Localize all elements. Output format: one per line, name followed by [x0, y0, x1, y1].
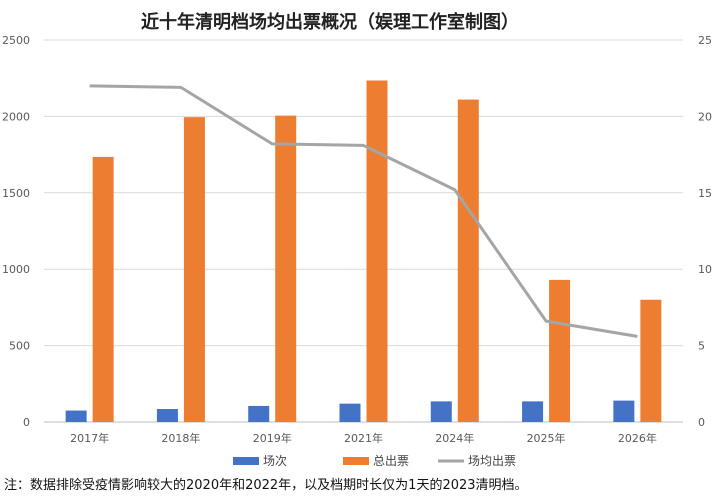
bar-total-tickets	[549, 279, 571, 422]
y-left-tick-label: 500	[9, 340, 30, 353]
y-right-tick-label: 15	[698, 187, 712, 200]
x-tick-label: 2018年	[161, 431, 200, 445]
y-left-tick-label: 1500	[2, 187, 30, 200]
y-left-tick-label: 2000	[2, 110, 30, 123]
y-left-tick-label: 0	[23, 416, 30, 429]
bars	[65, 80, 662, 423]
legend-swatch	[343, 457, 369, 465]
bar-total-tickets	[183, 117, 205, 422]
legend: 场次 总出票 场均出票	[233, 454, 516, 468]
bar-sessions	[248, 405, 270, 422]
y-right-tick-label: 10	[698, 263, 712, 276]
legend-label: 场次	[263, 454, 287, 468]
bar-total-tickets	[457, 99, 479, 422]
legend-swatch	[233, 457, 259, 465]
chart-title: 近十年清明档场均出票概况（娱理工作室制图）	[141, 11, 519, 33]
x-tick-label: 2021年	[344, 431, 383, 445]
line-series	[89, 84, 638, 338]
x-tick-label: 2019年	[253, 431, 292, 445]
chart-note: 注：数据排除受疫情影响较大的2020年和2022年，以及档期时长仅为1天的202…	[4, 478, 528, 493]
bar-sessions	[156, 409, 178, 422]
bar-sessions	[339, 403, 361, 422]
y-axis-right: 0 5 10 15 20 25	[698, 34, 712, 429]
y-left-tick-label: 2500	[2, 34, 30, 47]
gridlines	[44, 39, 683, 423]
y-right-tick-label: 0	[698, 416, 705, 429]
bar-total-tickets	[640, 299, 662, 422]
y-right-tick-label: 25	[698, 34, 712, 47]
y-axis-left: 0 500 1000 1500 2000 2500	[2, 34, 30, 429]
bar-sessions	[522, 401, 544, 422]
line-average-tickets	[89, 84, 638, 338]
bar-total-tickets	[92, 156, 114, 422]
x-axis: 2017年 2018年 2019年 2021年 2024年 2025年 2026年	[70, 431, 657, 445]
x-tick-label: 2025年	[527, 431, 566, 445]
legend-label: 场均出票	[468, 454, 516, 468]
bar-sessions	[65, 410, 87, 422]
y-right-tick-label: 5	[698, 340, 705, 353]
legend-label: 总出票	[373, 454, 409, 468]
y-left-tick-label: 1000	[2, 263, 30, 276]
x-tick-label: 2024年	[435, 431, 474, 445]
bar-total-tickets	[275, 115, 297, 423]
y-right-tick-label: 20	[698, 110, 712, 123]
x-tick-label: 2017年	[70, 431, 109, 445]
bar-sessions	[430, 401, 452, 422]
x-tick-label: 2026年	[618, 431, 657, 445]
bar-sessions	[613, 400, 635, 422]
bar-total-tickets	[366, 80, 388, 422]
